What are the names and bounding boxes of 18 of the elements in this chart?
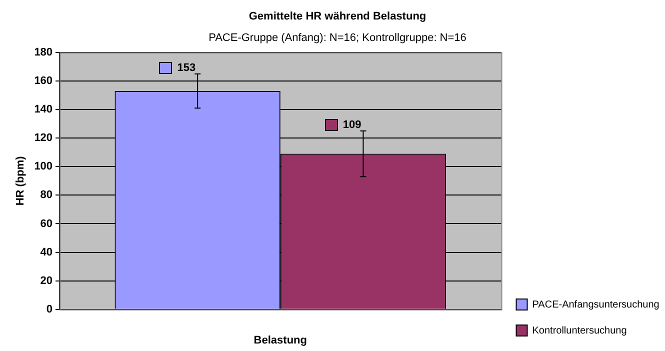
y-tick-label: 60 [40, 218, 53, 230]
y-tick-label: 140 [34, 104, 53, 116]
legend-label: Kontrolluntersuchung [532, 325, 627, 336]
x-axis-title: Belastung [254, 334, 307, 346]
y-tick-label: 100 [34, 160, 53, 173]
data-label: 153 [177, 62, 196, 74]
y-tick-label: 180 [34, 46, 53, 58]
y-tick-label: 20 [40, 274, 53, 287]
y-tick-label: 120 [34, 132, 53, 144]
chart-subtitle: PACE-Gruppe (Anfang): N=16; Kontrollgruppe: N=16 [208, 32, 466, 44]
y-tick-label: 40 [40, 246, 53, 258]
y-tick-label: 160 [34, 74, 53, 87]
legend-label: PACE-Anfangsuntersuchung [532, 299, 660, 310]
chart-title: Gemittelte HR während Belastung [248, 10, 426, 23]
data-label: 109 [342, 118, 362, 131]
y-tick-label: 80 [40, 189, 53, 202]
y-tick-label: 0 [46, 303, 53, 316]
y-axis-title: HR (bpm) [14, 156, 27, 206]
